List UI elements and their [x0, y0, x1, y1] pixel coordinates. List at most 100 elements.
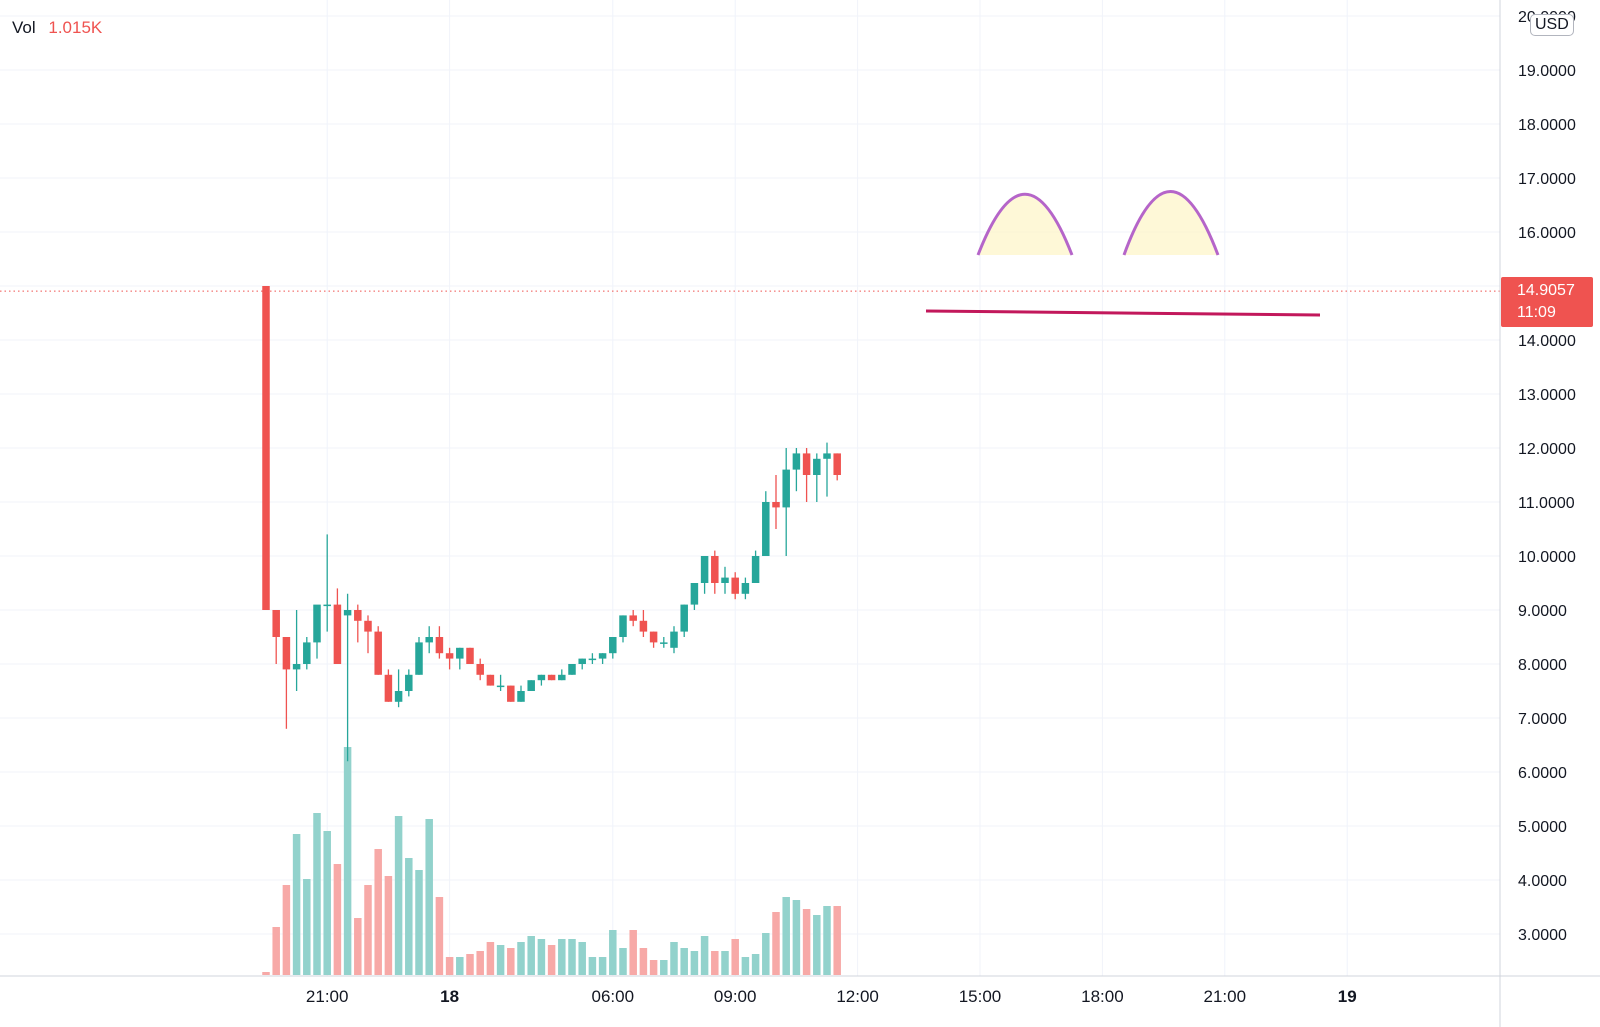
volume-bar	[670, 942, 678, 975]
candle-body	[486, 674, 495, 686]
candle-body	[588, 658, 597, 661]
candle-body	[435, 637, 444, 654]
y-tick-label: 8.0000	[1518, 657, 1567, 674]
candle-body	[568, 664, 576, 675]
volume-bar	[823, 906, 831, 975]
candle-body	[282, 637, 291, 670]
volume-bar	[537, 939, 546, 975]
volume-bar	[558, 939, 566, 975]
volume-bar	[496, 945, 505, 975]
candle-body	[813, 458, 821, 475]
volume-bar	[313, 813, 321, 975]
volume-bar	[649, 960, 658, 975]
candle-body	[364, 620, 372, 632]
y-tick-label: 6.0000	[1518, 765, 1567, 782]
candle-body	[762, 502, 770, 556]
volume-bar	[282, 885, 291, 975]
volume-bar	[772, 912, 780, 975]
x-tick-label: 18	[440, 987, 459, 1006]
y-tick-label: 12.0000	[1518, 441, 1576, 458]
candle-body	[292, 664, 301, 670]
y-tick-label: 17.0000	[1518, 171, 1576, 188]
x-tick-label: 18:00	[1081, 987, 1124, 1006]
volume-value: 1.015K	[48, 18, 103, 37]
volume-bar	[568, 939, 576, 975]
volume-bar	[588, 957, 597, 975]
volume-bar	[517, 942, 525, 975]
pattern-annotations	[0, 190, 1500, 317]
candle-body	[680, 604, 688, 632]
volume-bar	[425, 819, 433, 975]
y-tick-label: 14.0000	[1518, 333, 1576, 350]
y-tick-label: 3.0000	[1518, 927, 1567, 944]
candle-body	[262, 286, 270, 610]
volume-legend: Vol 1.015K	[12, 18, 102, 38]
candle-body	[374, 631, 382, 675]
candle-body	[537, 674, 546, 681]
volume-bar	[700, 936, 709, 975]
y-tick-label: 4.0000	[1518, 873, 1567, 890]
candle-body	[394, 691, 403, 702]
candle-body	[670, 631, 678, 648]
peak-arc	[976, 192, 1074, 256]
volume-bar	[476, 951, 484, 975]
candle-body	[323, 604, 331, 607]
volume-bar	[578, 942, 586, 975]
candle-body	[629, 615, 637, 621]
currency-button[interactable]: USD	[1530, 14, 1574, 36]
volume-bar	[435, 897, 444, 975]
x-tick-label: 09:00	[714, 987, 757, 1006]
y-tick-label: 10.0000	[1518, 549, 1576, 566]
candle-body	[609, 637, 617, 654]
candle-body	[660, 642, 668, 644]
candle-body	[313, 604, 321, 643]
x-tick-label: 12:00	[836, 987, 879, 1006]
candle-body	[343, 610, 352, 616]
candle-body	[333, 604, 342, 664]
volume-bar	[292, 834, 301, 975]
y-tick-label: 13.0000	[1518, 387, 1576, 404]
volume-bar	[343, 747, 352, 975]
volume-bar	[354, 918, 362, 975]
candle-body	[415, 642, 423, 675]
candle-body	[272, 610, 280, 637]
candle-body	[833, 453, 841, 475]
candle-body	[405, 674, 413, 691]
volume-bar	[405, 858, 413, 975]
candles	[262, 286, 841, 762]
volume-bar	[394, 816, 403, 975]
volume-bar	[792, 900, 801, 975]
volume-bar	[660, 960, 668, 975]
countdown-timer: 11:09	[1517, 304, 1556, 321]
volume-bar	[639, 948, 648, 975]
volume-bar	[303, 879, 311, 975]
candle-body	[711, 556, 719, 583]
candle-body	[456, 647, 464, 659]
candle-body	[792, 453, 801, 470]
candle-body	[700, 556, 709, 583]
volume-label: Vol	[12, 18, 36, 37]
candle-body	[476, 664, 484, 675]
volume-bar	[813, 915, 821, 975]
y-tick-label: 11.0000	[1518, 495, 1575, 512]
candle-body	[466, 647, 474, 664]
volume-bar	[782, 897, 790, 975]
candle-body	[823, 453, 831, 459]
volume-bar	[833, 906, 841, 975]
candle-body	[741, 583, 750, 594]
volume-bar	[272, 927, 280, 975]
candle-body	[527, 680, 535, 691]
candle-body	[598, 653, 607, 659]
candle-body	[507, 685, 515, 702]
candle-body	[425, 637, 433, 643]
volume-bar	[547, 945, 556, 975]
candle-body	[445, 653, 454, 659]
candle-body	[354, 610, 362, 621]
candle-body	[639, 620, 648, 632]
volume-bar	[415, 870, 423, 975]
candle-body	[772, 502, 780, 508]
volume-bar	[680, 948, 688, 975]
candle-body	[578, 658, 586, 664]
